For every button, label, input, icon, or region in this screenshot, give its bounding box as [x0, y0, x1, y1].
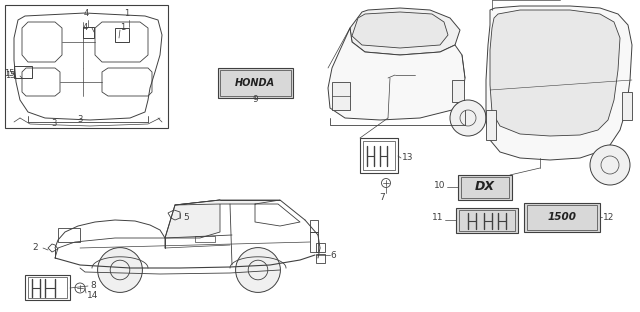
Bar [316, 243, 325, 252]
Polygon shape [218, 68, 293, 98]
Text: HONDA: HONDA [235, 78, 275, 88]
Bar [310, 232, 318, 252]
Bar [83, 27, 94, 38]
Polygon shape [350, 8, 460, 55]
Text: 15: 15 [4, 70, 15, 79]
Text: 14: 14 [87, 290, 99, 300]
Bar [363, 141, 395, 170]
Circle shape [236, 248, 280, 292]
Bar [14, 66, 32, 78]
Text: 9: 9 [252, 95, 258, 105]
Text: 2: 2 [33, 242, 38, 251]
Bar [310, 220, 318, 232]
Text: 4: 4 [83, 9, 88, 18]
Bar [622, 92, 632, 120]
Polygon shape [458, 175, 512, 200]
Bar [58, 228, 80, 242]
Bar [452, 80, 464, 102]
Text: 1500: 1500 [547, 212, 577, 222]
Polygon shape [490, 10, 620, 136]
Bar [220, 70, 291, 96]
Bar [316, 254, 325, 263]
Text: 13: 13 [402, 154, 413, 163]
Bar [461, 177, 509, 198]
Bar [459, 210, 515, 231]
Circle shape [450, 100, 486, 136]
Text: 1: 1 [124, 9, 130, 18]
Polygon shape [486, 6, 632, 160]
Circle shape [97, 248, 143, 292]
Text: 3: 3 [77, 115, 83, 124]
Polygon shape [352, 12, 448, 48]
Text: 12: 12 [603, 212, 614, 222]
Text: 4: 4 [83, 23, 88, 32]
Polygon shape [524, 203, 600, 232]
Text: 5: 5 [183, 213, 189, 222]
Text: 7: 7 [379, 193, 385, 202]
Polygon shape [175, 200, 280, 205]
Polygon shape [328, 28, 465, 120]
Text: DX: DX [475, 181, 495, 193]
Text: 1: 1 [120, 23, 125, 32]
Bar [195, 236, 215, 242]
Bar [115, 28, 129, 42]
Bar [28, 277, 67, 298]
Text: 11: 11 [431, 213, 443, 222]
Bar [527, 205, 597, 230]
Bar [5, 5, 168, 128]
Text: 15: 15 [5, 71, 15, 80]
Polygon shape [165, 200, 220, 238]
Text: 8: 8 [90, 280, 96, 290]
Circle shape [590, 145, 630, 185]
Text: 10: 10 [433, 181, 445, 189]
Polygon shape [456, 208, 518, 233]
Bar [486, 110, 496, 140]
Bar [332, 82, 350, 110]
Text: 6: 6 [330, 251, 336, 260]
Text: 3: 3 [51, 119, 57, 129]
